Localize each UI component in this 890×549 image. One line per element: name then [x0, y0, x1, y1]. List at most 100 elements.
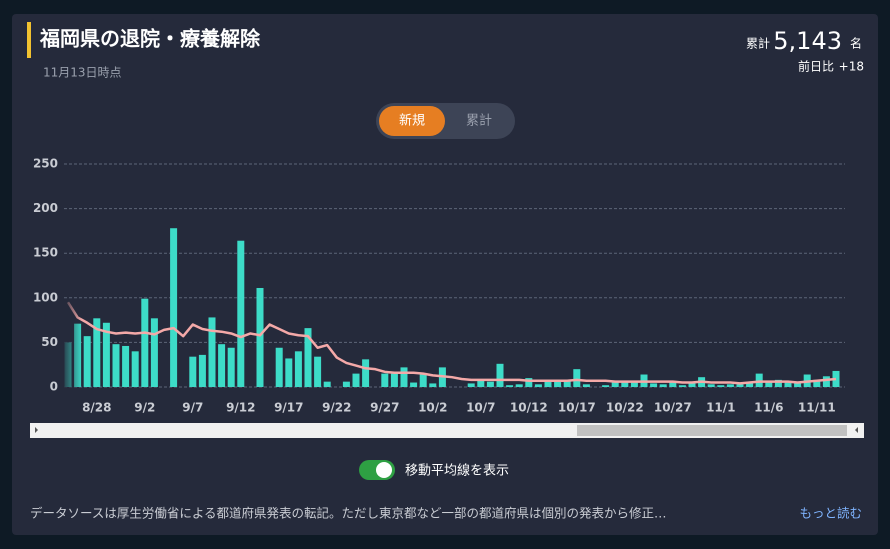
x-tick-label: 9/27 — [370, 401, 399, 415]
bar — [410, 382, 418, 387]
toggle-knob[interactable] — [376, 462, 392, 478]
y-tick-label: 250 — [33, 157, 58, 171]
y-tick-label: 200 — [33, 201, 58, 215]
bar — [467, 383, 475, 387]
bar — [323, 381, 331, 387]
bar — [122, 345, 130, 387]
x-tick-label: 10/17 — [558, 401, 596, 415]
bar — [237, 240, 245, 387]
bar — [822, 376, 830, 387]
title-accent — [27, 22, 31, 58]
bar — [544, 381, 552, 387]
bar — [362, 359, 370, 387]
bar — [794, 382, 802, 387]
bar — [774, 379, 782, 387]
tab-active[interactable] — [379, 106, 445, 136]
x-tick-label: 9/12 — [226, 401, 255, 415]
moving-average-line — [66, 301, 837, 385]
bar — [746, 383, 754, 387]
diff-label: 前日比 — [798, 59, 834, 74]
bar — [688, 382, 696, 387]
x-tick-label: 9/17 — [274, 401, 303, 415]
bar — [755, 373, 763, 387]
y-tick-label: 150 — [33, 246, 58, 260]
diff: +18 — [839, 60, 864, 74]
bar — [506, 385, 514, 387]
x-tick-label: 11/6 — [754, 401, 783, 415]
bar — [669, 381, 677, 387]
total-label: 累計 — [746, 36, 770, 51]
scroll-fade — [64, 300, 82, 390]
x-tick-label: 10/7 — [466, 401, 495, 415]
bar — [256, 287, 264, 387]
x-tick-label: 10/27 — [654, 401, 692, 415]
bar — [419, 374, 427, 387]
bar — [765, 381, 773, 387]
bar — [573, 369, 581, 387]
bar — [630, 382, 638, 387]
bar — [304, 328, 312, 387]
bar — [112, 344, 120, 387]
tab[interactable]: 累計 — [466, 113, 492, 129]
x-tick-label: 11/11 — [798, 401, 836, 415]
footer-text: データソースは厚生労働省による都道府県発表の転記。ただし東京都など一部の都道府県… — [30, 506, 667, 521]
bar — [93, 318, 101, 387]
bar — [285, 358, 293, 387]
bar — [352, 373, 360, 387]
bar — [400, 367, 408, 387]
bar — [496, 363, 504, 387]
y-tick-label: 100 — [33, 290, 58, 304]
bar — [678, 385, 686, 387]
bar — [717, 385, 725, 387]
bar — [198, 354, 206, 387]
bar — [736, 384, 744, 387]
bar — [534, 384, 542, 387]
bar — [707, 384, 715, 387]
x-tick-label: 9/22 — [322, 401, 351, 415]
bar — [554, 379, 562, 387]
bar — [390, 373, 398, 387]
bar — [294, 351, 302, 387]
x-tick-label: 8/28 — [82, 401, 111, 415]
total: 5,143 — [773, 27, 842, 55]
bar — [189, 356, 197, 387]
bar — [515, 384, 523, 387]
bar — [429, 383, 437, 387]
bar — [314, 356, 322, 387]
bar — [170, 228, 178, 387]
toggle-label[interactable]: 移動平均線を表示 — [405, 463, 509, 479]
bar — [563, 379, 571, 387]
y-tick-label: 50 — [41, 335, 58, 349]
bar — [102, 322, 110, 387]
scroll-thumb[interactable] — [577, 425, 847, 436]
bar — [218, 344, 226, 387]
tab[interactable]: 新規 — [399, 113, 425, 129]
y-tick-label: 0 — [50, 380, 58, 394]
scroll-left[interactable] — [35, 427, 38, 433]
bar — [150, 318, 158, 387]
bar — [83, 336, 91, 387]
card — [12, 14, 878, 535]
bar — [611, 381, 619, 387]
bar — [659, 384, 667, 387]
bar — [650, 383, 658, 387]
bar — [342, 381, 350, 387]
bar — [726, 384, 734, 387]
subtitle: 11月13日時点 — [43, 66, 122, 80]
bar — [525, 378, 533, 387]
bar — [813, 379, 821, 387]
bar — [275, 347, 283, 387]
read-more[interactable]: もっと読む — [799, 506, 862, 521]
x-tick-label: 10/2 — [418, 401, 447, 415]
bar — [486, 381, 494, 387]
bar — [227, 347, 235, 387]
scroll-right[interactable] — [855, 427, 858, 433]
bar — [131, 351, 139, 387]
bar — [381, 373, 389, 387]
bar — [141, 298, 149, 387]
bar — [477, 380, 485, 387]
bar — [602, 385, 610, 387]
x-tick-label: 9/2 — [134, 401, 155, 415]
